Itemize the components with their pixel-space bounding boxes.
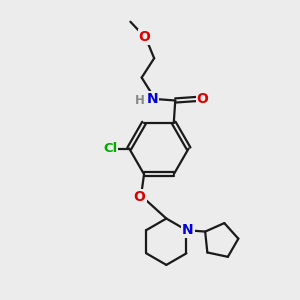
- Text: H: H: [135, 94, 145, 107]
- Text: O: O: [197, 92, 208, 106]
- Text: O: O: [134, 190, 146, 204]
- Text: Cl: Cl: [103, 142, 117, 155]
- Text: O: O: [139, 30, 151, 44]
- Text: N: N: [182, 223, 194, 237]
- Text: N: N: [146, 92, 158, 106]
